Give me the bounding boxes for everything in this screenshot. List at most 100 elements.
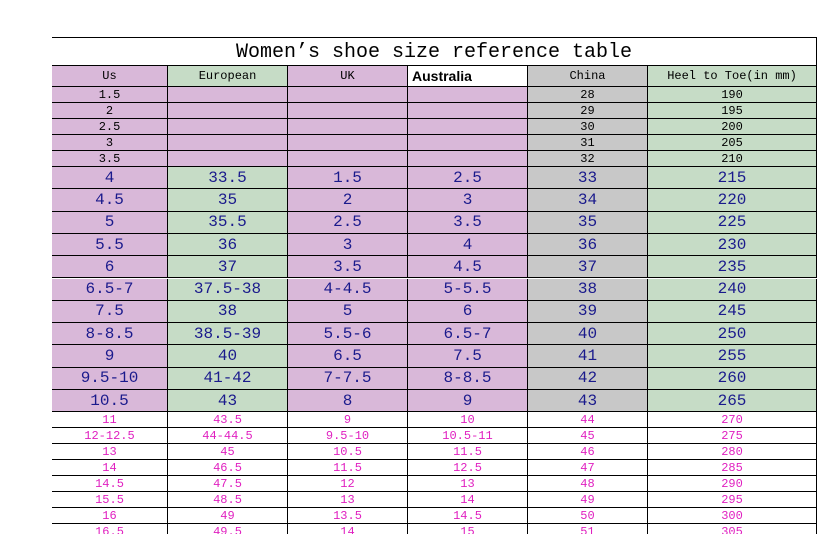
table-cell: 4-4.5 [288, 278, 408, 301]
table-cell: 16.5 [52, 524, 168, 534]
table-cell: 270 [648, 412, 817, 429]
table-cell: 12.5 [408, 460, 528, 477]
table-cell: 6.5 [288, 345, 408, 368]
table-cell: 33.5 [168, 167, 288, 190]
table-cell: 49.5 [168, 524, 288, 534]
table-cell: 2 [288, 189, 408, 212]
table-cell: 49 [168, 508, 288, 525]
table-cell: 215 [648, 167, 817, 190]
table-cell: 14.5 [52, 476, 168, 493]
table-cell [288, 103, 408, 119]
table-cell: 225 [648, 211, 817, 234]
table-cell: 275 [648, 428, 817, 445]
table-cell [168, 151, 288, 167]
table-cell: 8-8.5 [408, 367, 528, 390]
table-cell: 32 [528, 151, 648, 167]
table-cell: 43 [528, 390, 648, 413]
table-cell: 2.5 [288, 211, 408, 234]
table-cell: 37.5-38 [168, 278, 288, 301]
table-cell: 3.5 [288, 256, 408, 279]
table-cell: 47.5 [168, 476, 288, 493]
table-cell: 46 [528, 444, 648, 461]
table-cell: 6 [52, 256, 168, 279]
table-cell: 13.5 [288, 508, 408, 525]
table-cell [288, 151, 408, 167]
table-cell: 41-42 [168, 367, 288, 390]
table-cell: 9.5-10 [288, 428, 408, 445]
table-cell: 300 [648, 508, 817, 525]
table-cell: 48 [528, 476, 648, 493]
table-cell: 210 [648, 151, 817, 167]
table-cell: 2 [52, 103, 168, 119]
table-cell: 10.5-11 [408, 428, 528, 445]
table-cell: 34 [528, 189, 648, 212]
table-cell: 10 [408, 412, 528, 429]
table-cell: 28 [528, 87, 648, 103]
table-cell: 11 [52, 412, 168, 429]
table-cell: 190 [648, 87, 817, 103]
table-cell: 8-8.5 [52, 323, 168, 346]
table-cell: 305 [648, 524, 817, 534]
table-cell: 39 [528, 300, 648, 324]
table-cell: 9 [408, 390, 528, 413]
table-cell: 5.5-6 [288, 323, 408, 346]
table-cell: 3 [52, 135, 168, 151]
table-cell: 49 [528, 492, 648, 509]
table-cell: 265 [648, 390, 817, 413]
table-cell: 295 [648, 492, 817, 509]
table-cell: 31 [528, 135, 648, 151]
table-cell: 43 [168, 390, 288, 413]
table-cell: 5.5 [52, 233, 168, 257]
table-cell: 38.5-39 [168, 323, 288, 346]
table-cell: 7-7.5 [288, 367, 408, 390]
table-cell [168, 135, 288, 151]
table-cell [408, 87, 528, 103]
column-header: Australia [408, 66, 528, 87]
table-cell: 7.5 [408, 345, 528, 368]
table-cell: 40 [528, 323, 648, 346]
table-cell: 4 [408, 233, 528, 257]
table-cell: 43.5 [168, 412, 288, 429]
table-cell: 45 [168, 444, 288, 461]
table-cell: 38 [168, 300, 288, 324]
table-cell: 6.5-7 [52, 278, 168, 301]
table-cell: 235 [648, 256, 817, 279]
table-cell: 4.5 [52, 189, 168, 212]
table-cell: 44 [528, 412, 648, 429]
table-cell: 12 [288, 476, 408, 493]
table-cell: 13 [52, 444, 168, 461]
table-cell: 51 [528, 524, 648, 534]
table-cell: 1.5 [288, 167, 408, 190]
table-cell: 240 [648, 278, 817, 301]
table-cell: 6 [408, 300, 528, 324]
table-cell: 8 [288, 390, 408, 413]
table-cell: 285 [648, 460, 817, 477]
table-cell: 4.5 [408, 256, 528, 279]
table-cell: 9 [288, 412, 408, 429]
table-title: Women’s shoe size reference table [52, 38, 817, 66]
table-cell [168, 119, 288, 135]
table-cell: 250 [648, 323, 817, 346]
table-cell: 2.5 [408, 167, 528, 190]
table-cell: 35.5 [168, 211, 288, 234]
table-cell: 41 [528, 345, 648, 368]
table-cell: 35 [528, 211, 648, 234]
table-cell: 3.5 [52, 151, 168, 167]
table-cell: 15.5 [52, 492, 168, 509]
table-cell [288, 119, 408, 135]
table-cell: 37 [168, 256, 288, 279]
table-cell: 36 [168, 233, 288, 257]
table-cell: 230 [648, 233, 817, 257]
table-cell: 5-5.5 [408, 278, 528, 301]
table-cell [168, 103, 288, 119]
table-cell: 14 [408, 492, 528, 509]
table-cell: 245 [648, 300, 817, 324]
table-cell: 3 [288, 233, 408, 257]
table-cell: 45 [528, 428, 648, 445]
table-cell: 13 [408, 476, 528, 493]
table-cell: 195 [648, 103, 817, 119]
table-cell: 30 [528, 119, 648, 135]
table-cell: 48.5 [168, 492, 288, 509]
table-cell: 4 [52, 167, 168, 190]
table-cell: 16 [52, 508, 168, 525]
